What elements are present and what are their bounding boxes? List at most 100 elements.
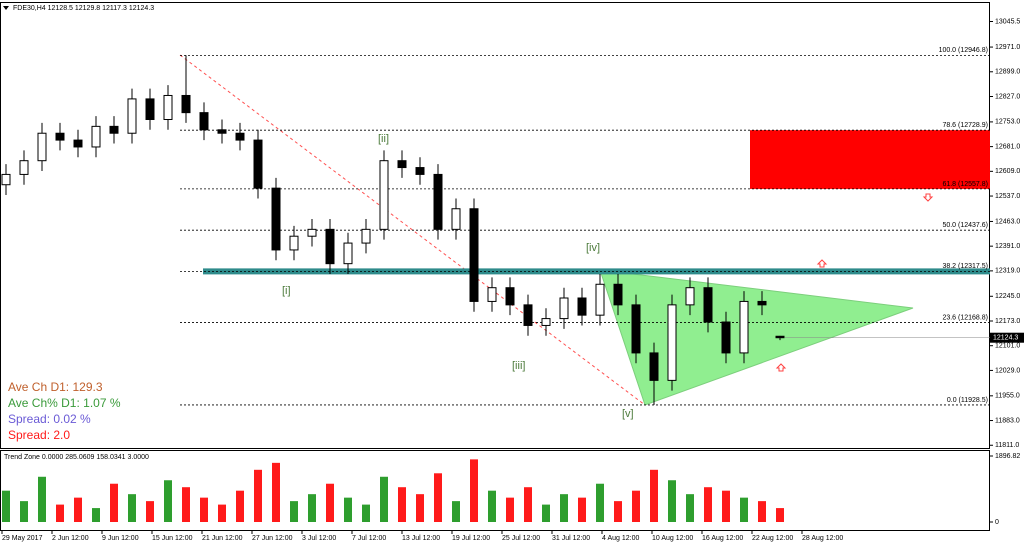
candle-body <box>343 242 353 265</box>
volume-bar <box>488 490 496 522</box>
volume-bar <box>38 476 46 522</box>
candle-body <box>631 304 641 354</box>
candle-body <box>613 283 623 306</box>
wave-label: [ii] <box>378 133 389 145</box>
candle-body <box>649 352 659 381</box>
candle-body <box>37 132 47 162</box>
volume-bar <box>416 494 424 522</box>
wave-label: [iii] <box>512 360 525 372</box>
candle-body <box>397 160 407 169</box>
volume-bar <box>164 480 172 522</box>
y-tick-label: 12537.0 <box>995 193 1020 200</box>
volume-bar <box>110 483 118 522</box>
y-tick-label: 1896.82 <box>995 453 1020 460</box>
x-tick-label: 25 Jul 12:00 <box>502 535 540 542</box>
last-price-box <box>990 332 1024 343</box>
volume-bar <box>704 487 712 522</box>
candle-body <box>1 173 11 186</box>
volume-bar <box>758 501 766 522</box>
x-tick-label: 15 Jun 12:00 <box>152 535 193 542</box>
candle-body <box>19 160 29 175</box>
volume-bar <box>128 494 136 522</box>
candle-body <box>289 235 299 251</box>
y-tick-label: 12827.0 <box>995 93 1020 100</box>
volume-bar <box>722 490 730 522</box>
trend-line <box>179 54 646 406</box>
x-tick-label: 2 Jun 12:00 <box>52 535 89 542</box>
x-tick-label: 16 Aug 12:00 <box>702 535 743 542</box>
volume-bar <box>290 501 298 522</box>
volume-bar <box>578 497 586 522</box>
stat-text: Ave Ch% D1: 1.07 % <box>8 396 121 410</box>
x-tick-label: 22 Aug 12:00 <box>752 535 793 542</box>
candle-body <box>415 167 425 175</box>
volume-bar <box>326 483 334 522</box>
chart-header: FDE30,H4 12128.5 12129.8 12117.3 12124.3 <box>13 5 154 12</box>
volume-bar <box>362 504 370 522</box>
y-tick-label: 0 <box>995 519 999 526</box>
candle-body <box>523 304 533 326</box>
volume-bar <box>560 494 568 522</box>
candle-body <box>559 297 569 320</box>
fib-label: 50.0 (12437.6) <box>942 222 988 229</box>
candle-body <box>703 287 713 323</box>
supply-zone <box>750 130 990 189</box>
candle-body <box>361 228 371 244</box>
y-tick-label: 12609.0 <box>995 168 1020 175</box>
candle-body <box>235 132 245 141</box>
candle-body <box>595 283 605 316</box>
x-tick-label: 7 Jul 12:00 <box>352 535 386 542</box>
menu-arrow[interactable] <box>3 6 9 10</box>
candle-body <box>217 129 227 134</box>
candle-body <box>541 318 551 326</box>
wave-label: [i] <box>282 285 291 297</box>
candle-body <box>199 112 209 131</box>
candle-body <box>91 125 101 148</box>
stat-text: Spread: 2.0 <box>8 428 70 442</box>
volume-bar <box>506 497 514 522</box>
x-tick-label: 28 Aug 12:00 <box>802 535 843 542</box>
volume-bar <box>344 497 352 522</box>
x-tick-label: 3 Jul 12:00 <box>302 535 336 542</box>
volume-bar <box>182 487 190 522</box>
volume-bar <box>92 508 100 522</box>
volume-bar <box>2 490 10 522</box>
x-tick-label: 10 Aug 12:00 <box>652 535 693 542</box>
candle-body <box>721 321 731 354</box>
volume-bar <box>146 501 154 522</box>
volume-bar <box>272 462 280 522</box>
volume-bar <box>614 501 622 522</box>
y-tick-label: 12391.0 <box>995 243 1020 250</box>
x-tick-label: 27 Jun 12:00 <box>252 535 293 542</box>
volume-bar <box>380 476 388 522</box>
volume-bar <box>650 469 658 522</box>
fib-label: 61.8 (12557.8) <box>942 181 988 188</box>
fib-label: 0.0 (11928.5) <box>947 397 988 404</box>
candle-body <box>577 297 587 316</box>
x-tick-label: 31 Jul 12:00 <box>552 535 590 542</box>
volume-bar <box>254 469 262 522</box>
x-tick-label: 29 May 2017 <box>2 535 43 542</box>
up-arrow <box>816 259 828 268</box>
volume-bar <box>470 459 478 522</box>
volume-bar <box>668 480 676 522</box>
candle-body <box>433 173 443 230</box>
stat-text: Spread: 0.02 % <box>8 412 91 426</box>
candle-body <box>307 228 317 237</box>
candle-body <box>253 139 263 189</box>
fib-label: 38.2 (12317.5) <box>942 263 988 270</box>
volume-bar <box>20 501 28 522</box>
y-tick-label: 12463.0 <box>995 218 1020 225</box>
down-arrow <box>922 193 934 202</box>
wave-label: [v] <box>622 408 634 420</box>
volume-bar <box>398 487 406 522</box>
y-tick-label: 12101.0 <box>995 343 1020 350</box>
y-tick-label: 11955.0 <box>995 393 1020 400</box>
fib-label: 23.6 (12168.8) <box>942 314 988 321</box>
up-arrow <box>775 363 787 372</box>
volume-bar <box>596 483 604 522</box>
volume-bar <box>74 497 82 522</box>
x-tick-label: 9 Jun 12:00 <box>102 535 139 542</box>
last-price-label: 12124.3 <box>993 335 1018 342</box>
